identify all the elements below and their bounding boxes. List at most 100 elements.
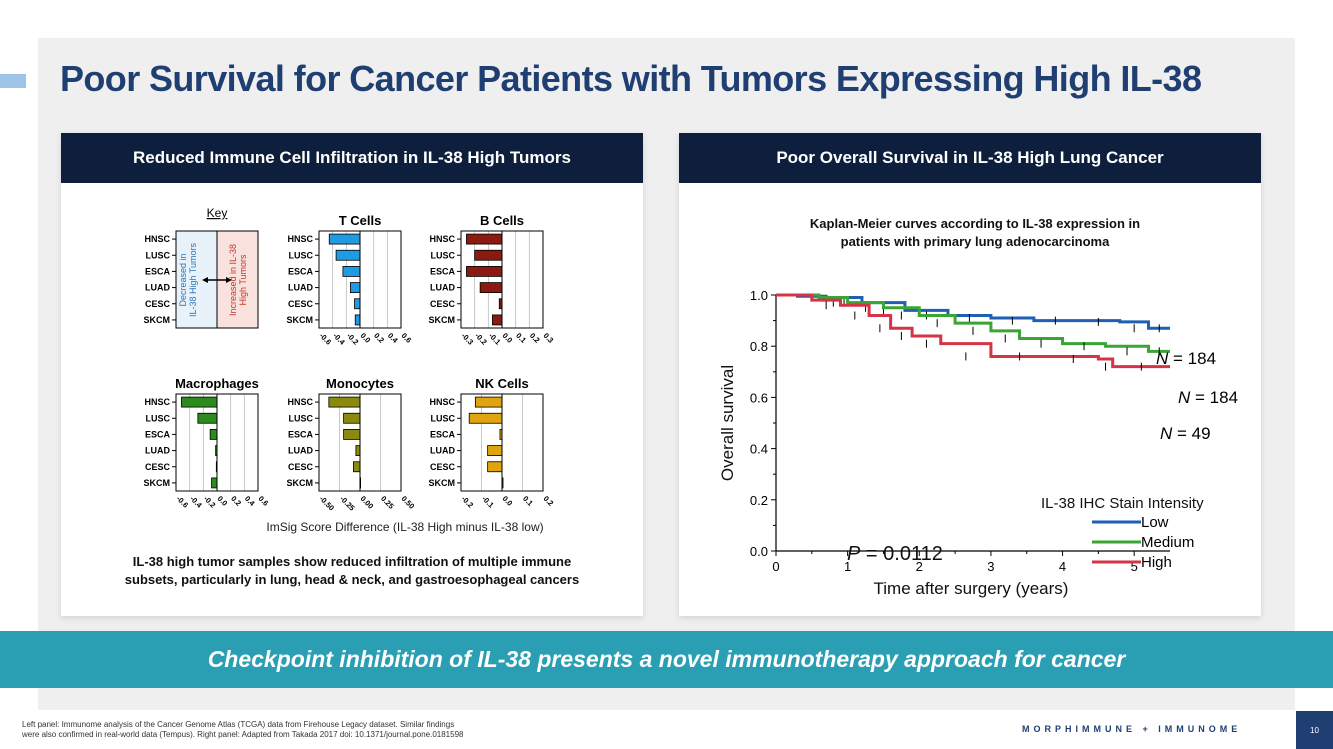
km-y-axis-label: Overall survival bbox=[718, 365, 737, 481]
bar-category-label: ESCA bbox=[430, 429, 456, 439]
km-p-label: P bbox=[847, 543, 861, 565]
bar-skcm bbox=[211, 477, 218, 489]
key-increased-label-2: High Tumors bbox=[238, 254, 248, 306]
bar-x-tick-label: 0.50 bbox=[400, 494, 417, 511]
bar-category-label: CESC bbox=[430, 462, 456, 472]
bar-cesc bbox=[487, 461, 503, 473]
key-category-label: LUSC bbox=[146, 250, 171, 260]
km-y-tick-label: 0.0 bbox=[750, 544, 768, 559]
bar-x-tick-label: 0.00 bbox=[359, 494, 376, 511]
bar-chart-monocytes: Monocytes HNSC LUSC ESCA LUAD CESC SKCM -0.50 -0… bbox=[287, 376, 417, 513]
caption-line-2: subsets, particularly in lung, head & ne… bbox=[124, 572, 580, 587]
bar-lusc bbox=[474, 249, 503, 261]
bar-x-tick-label: -0.3 bbox=[460, 331, 476, 347]
bar-category-label: ESCA bbox=[288, 429, 314, 439]
bar-category-label: SKCM bbox=[287, 315, 314, 325]
title-accent-bar bbox=[0, 74, 26, 88]
bar-chart-macrophages: Macrophages HNSC LUSC ESCA LUAD CESC SKCM -0.6-… bbox=[144, 376, 271, 510]
bar-x-tick-label: 0.6 bbox=[257, 494, 271, 508]
bar-luad bbox=[350, 282, 361, 293]
bar-chart-nk-cells: NK Cells HNSC LUSC ESCA LUAD CESC SKCM -0.2 -0.1… bbox=[429, 376, 556, 510]
bar-lusc bbox=[468, 412, 503, 424]
km-subtitle-2: patients with primary lung adenocarcinom… bbox=[841, 234, 1110, 249]
km-legend-label-low: Low bbox=[1141, 514, 1169, 531]
bar-category-label: CESC bbox=[288, 462, 314, 472]
bar-x-tick-label: -0.25 bbox=[338, 494, 356, 512]
bar-category-label: SKCM bbox=[429, 478, 456, 488]
km-x-tick-label: 4 bbox=[1059, 559, 1066, 574]
bar-x-tick-label: -0.2 bbox=[202, 494, 218, 510]
left-panel-caption: IL-38 high tumor samples show reduced in… bbox=[61, 553, 643, 589]
km-curves bbox=[776, 293, 1170, 371]
key-category-label: HNSC bbox=[144, 234, 170, 244]
bar-chart-b-cells: B Cells HNSC LUSC ESCA LUAD CESC SKCM -0.3-0.2-… bbox=[429, 213, 556, 347]
bar-category-label: HNSC bbox=[429, 397, 455, 407]
bar-category-label: CESC bbox=[288, 299, 314, 309]
bar-esca bbox=[342, 266, 361, 277]
bar-category-label: LUAD bbox=[430, 446, 455, 456]
km-n-label-medium: N = 184 bbox=[1178, 388, 1238, 407]
key-diagram: Key HNSC LUSC ESCA LUAD CESC SKCM Decreased i… bbox=[144, 206, 259, 329]
bar-x-tick-label: -0.4 bbox=[331, 331, 347, 347]
bar-category-label: LUSC bbox=[289, 250, 314, 260]
bar-skcm bbox=[354, 314, 361, 326]
bar-chart-title: B Cells bbox=[480, 213, 524, 228]
bar-category-label: CESC bbox=[145, 462, 171, 472]
bar-category-label: ESCA bbox=[145, 429, 171, 439]
bar-category-label: HNSC bbox=[429, 234, 455, 244]
bar-x-tick-label: 0.25 bbox=[379, 494, 396, 511]
bar-x-tick-label: -0.2 bbox=[345, 331, 361, 347]
key-decreased-label-2: IL-38 High Tumors bbox=[188, 242, 198, 317]
bar-x-tick-label: 0.2 bbox=[229, 494, 243, 508]
left-panel-header: Reduced Immune Cell Infiltration in IL-3… bbox=[61, 133, 643, 183]
km-n-italic: N bbox=[1178, 388, 1191, 407]
km-axes: 0 1 2 3 4 5 0.0 0.2 0.4 0.6 0.8 1.0 bbox=[750, 288, 1170, 574]
bar-cesc bbox=[354, 298, 361, 310]
km-n-value: = 49 bbox=[1172, 424, 1210, 443]
slide-title: Poor Survival for Cancer Patients with T… bbox=[60, 58, 1202, 99]
bar-x-tick-label: 0.0 bbox=[501, 494, 515, 508]
km-y-tick-label: 0.6 bbox=[750, 390, 768, 405]
bar-hnsc bbox=[181, 396, 218, 408]
bar-x-tick-label: 0.0 bbox=[359, 331, 373, 345]
bar-chart-t-cells: T Cells HNSC LUSC ESCA LUAD CESC SKCM -0.6-0.4-… bbox=[287, 213, 414, 347]
bar-x-tick-label: 0.2 bbox=[372, 331, 386, 345]
bar-category-label: LUAD bbox=[430, 283, 455, 293]
km-legend-label-high: High bbox=[1141, 554, 1172, 571]
km-x-tick-label: 0 bbox=[772, 559, 779, 574]
key-category-label: LUAD bbox=[145, 283, 170, 293]
bar-category-label: SKCM bbox=[144, 478, 171, 488]
km-curve-high bbox=[776, 293, 1170, 369]
km-n-value: = 184 bbox=[1168, 349, 1216, 368]
bar-luad bbox=[355, 445, 361, 456]
bar-lusc bbox=[197, 412, 218, 424]
bar-esca bbox=[343, 429, 361, 440]
bar-x-tick-label: -0.2 bbox=[473, 331, 489, 347]
immune-infiltration-charts: Key HNSC LUSC ESCA LUAD CESC SKCM Decreased i… bbox=[144, 206, 556, 534]
bar-category-label: LUSC bbox=[289, 413, 314, 423]
bar-chart-title: T Cells bbox=[339, 213, 382, 228]
km-legend-label-medium: Medium bbox=[1141, 534, 1194, 551]
bar-hnsc bbox=[466, 233, 503, 245]
bar-x-tick-label: -0.50 bbox=[318, 494, 336, 512]
km-x-tick-label: 3 bbox=[987, 559, 994, 574]
key-decreased-label-1: Decreased in bbox=[178, 253, 188, 306]
bar-x-tick-label: 0.2 bbox=[542, 494, 556, 508]
km-n-italic: N bbox=[1160, 424, 1173, 443]
bar-hnsc bbox=[474, 396, 503, 408]
bar-esca bbox=[209, 429, 218, 440]
km-p-number: = 0.0112 bbox=[860, 543, 942, 565]
key-category-label: SKCM bbox=[144, 315, 171, 325]
shared-x-axis-label: ImSig Score Difference (IL-38 High minus… bbox=[266, 520, 543, 534]
bar-hnsc bbox=[328, 396, 361, 408]
bar-x-tick-label: 0.4 bbox=[243, 494, 257, 508]
bottom-banner: Checkpoint inhibition of IL-38 presents … bbox=[0, 631, 1333, 688]
caption-line-1: IL-38 high tumor samples show reduced in… bbox=[132, 554, 572, 569]
bar-cesc bbox=[353, 461, 361, 473]
bar-x-tick-label: 0.0 bbox=[501, 331, 515, 345]
key-category-label: ESCA bbox=[145, 266, 171, 276]
bar-category-label: CESC bbox=[430, 299, 456, 309]
bar-x-tick-label: -0.2 bbox=[460, 494, 476, 510]
bar-x-tick-label: -0.4 bbox=[188, 494, 204, 510]
bar-skcm bbox=[492, 314, 503, 326]
